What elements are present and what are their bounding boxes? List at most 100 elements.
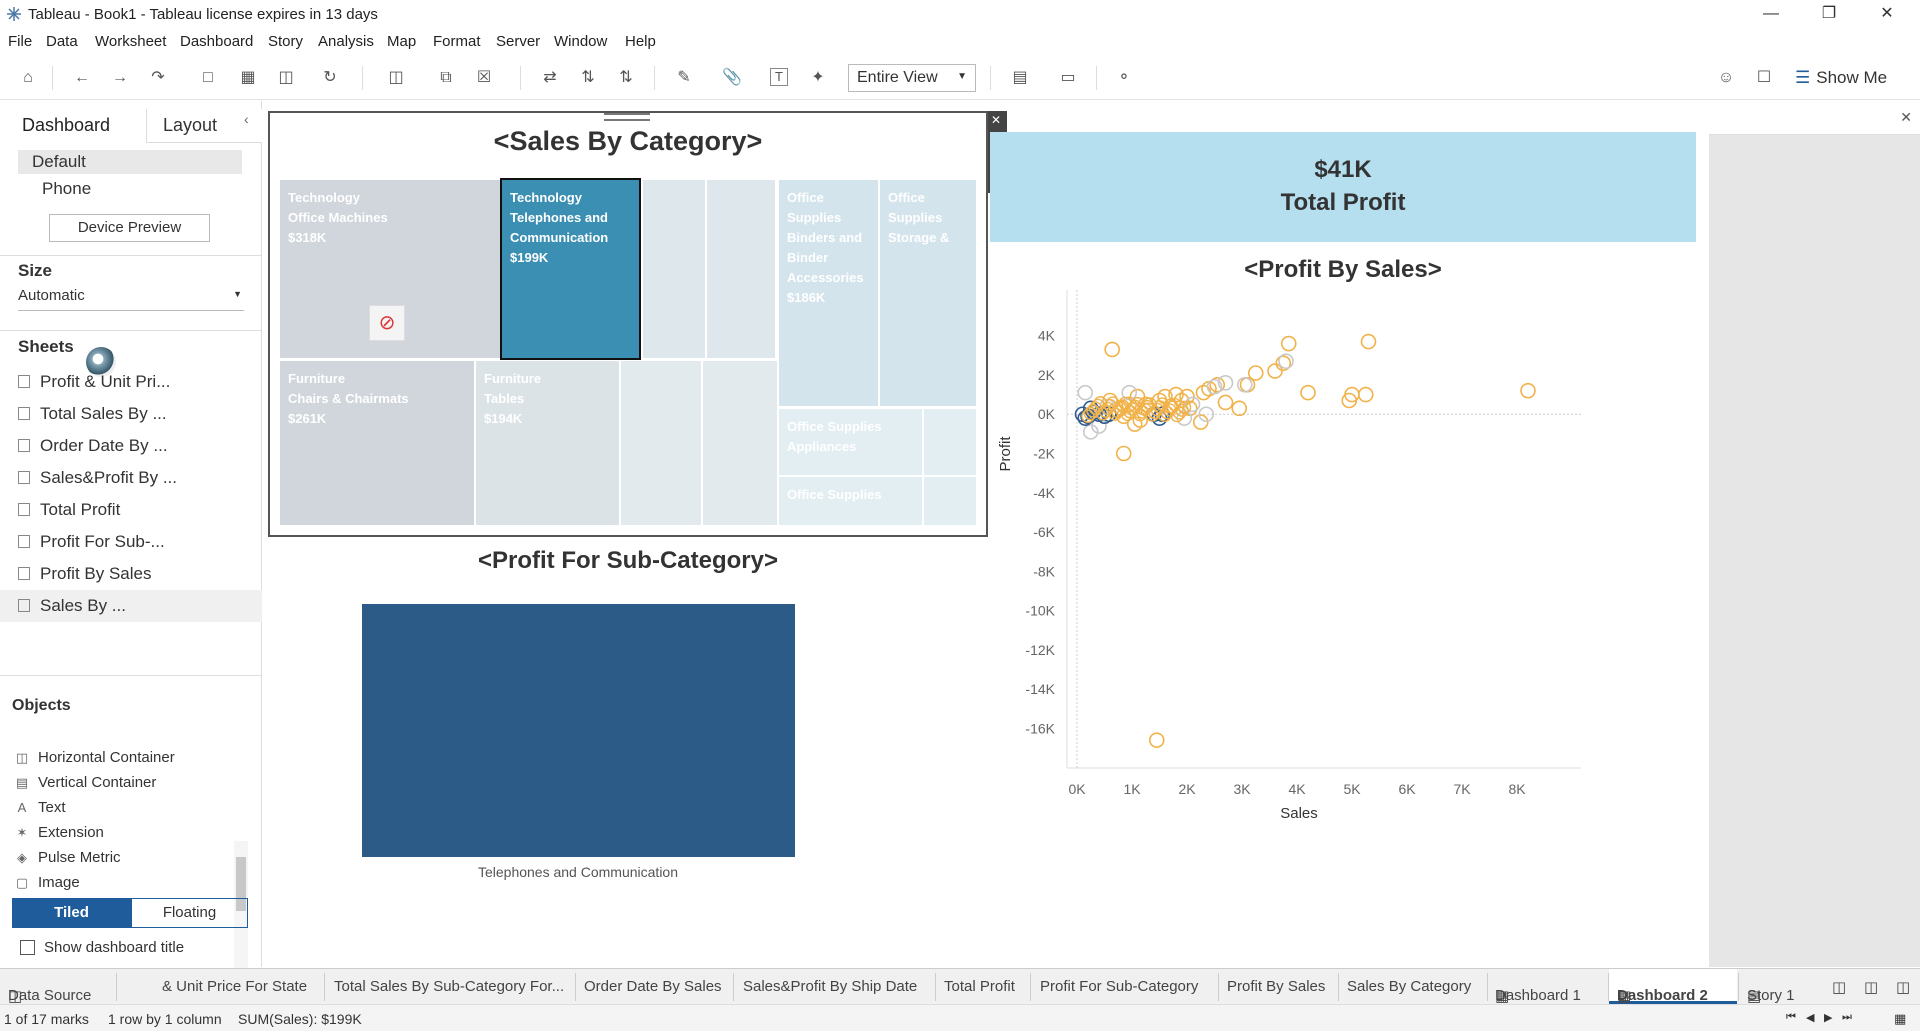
show-labels-icon[interactable]: T <box>770 68 788 86</box>
scatter-point[interactable] <box>1148 732 1165 748</box>
scatter-point[interactable] <box>1231 400 1248 417</box>
remove-icon[interactable]: ✕ <box>991 113 1002 127</box>
cards-icon[interactable]: ▤ <box>1012 69 1028 86</box>
menu-file[interactable]: File <box>8 33 33 50</box>
device-preview-button[interactable]: Device Preview <box>49 214 210 242</box>
pin-icon[interactable]: ✦ <box>811 69 825 86</box>
agent-icon[interactable]: ☺ <box>1717 69 1735 86</box>
menu-story[interactable]: Story <box>268 33 304 50</box>
scatter-point[interactable] <box>1077 384 1094 401</box>
pause-updates-icon[interactable]: ◫ <box>278 69 294 86</box>
menu-window[interactable]: Window <box>554 33 608 50</box>
objects-scrollbar[interactable] <box>234 841 248 993</box>
close-icon[interactable]: ✕ <box>1880 5 1894 22</box>
tab-dashboard[interactable]: Dashboard <box>0 109 146 143</box>
new-worksheet-icon[interactable]: ◫ <box>388 69 404 86</box>
scatter-point[interactable] <box>1341 392 1358 409</box>
sort-ascending-icon[interactable]: ⇅ <box>581 69 595 86</box>
sheet-item[interactable]: Profit & Unit Pri... <box>18 372 170 392</box>
menu-data[interactable]: Data <box>46 33 78 50</box>
scatter-point[interactable] <box>1184 396 1201 413</box>
scatter-point[interactable] <box>1275 355 1292 371</box>
object-text[interactable]: A Text <box>14 799 66 816</box>
sheet-item[interactable]: Total Profit <box>18 500 120 520</box>
size-select[interactable]: Automatic ▼ <box>18 287 244 311</box>
object-extension[interactable]: ✶ Extension <box>14 824 104 841</box>
collapse-icon[interactable]: ‹ <box>244 111 249 127</box>
sheet-item[interactable]: Total Sales By ... <box>18 404 167 424</box>
treemap-tile[interactable] <box>643 180 705 358</box>
scatter-point[interactable] <box>1217 375 1234 391</box>
presentation-icon[interactable]: ▭ <box>1060 69 1076 86</box>
sheet-item[interactable]: Sales&Profit By ... <box>18 468 177 488</box>
scatter-point[interactable] <box>1082 424 1099 440</box>
scatter-point[interactable] <box>1247 365 1264 381</box>
next-page-icon[interactable]: ▶ <box>1824 1012 1833 1024</box>
scatter-point[interactable] <box>1520 382 1536 399</box>
restore-icon[interactable]: ❐ <box>1821 5 1837 22</box>
show-me-button[interactable]: ☰ Show Me <box>1795 68 1887 88</box>
menu-analysis[interactable]: Analysis <box>318 33 374 50</box>
new-data-source-icon[interactable]: ▦ <box>240 69 256 86</box>
menu-format[interactable]: Format <box>433 33 481 50</box>
close-pane-icon[interactable]: ✕ <box>1900 109 1912 125</box>
treemap-tile[interactable] <box>924 477 976 525</box>
undo-icon[interactable]: ← <box>74 69 90 86</box>
scatter-point[interactable] <box>1198 406 1215 423</box>
scatter-point[interactable] <box>1104 341 1120 358</box>
sheet-item[interactable]: Order Date By ... <box>18 436 168 456</box>
tab-sheet[interactable]: Order Date By Sales <box>584 978 722 995</box>
scatter-point[interactable] <box>1217 394 1234 411</box>
scatter-point[interactable] <box>1129 388 1146 405</box>
clear-sheet-icon[interactable]: ☒ <box>476 69 492 86</box>
grid-view-icon[interactable]: ▦ <box>1894 1011 1907 1026</box>
scatter-point[interactable] <box>1209 376 1226 393</box>
home-icon[interactable]: ⌂ <box>23 69 33 86</box>
object-vertical-container[interactable]: ▤ Vertical Container <box>14 774 157 791</box>
scatter-point[interactable] <box>1175 403 1189 417</box>
tab-sheet[interactable]: Profit By Sales <box>1227 978 1326 995</box>
tab-layout[interactable]: Layout <box>146 109 262 143</box>
menu-map[interactable]: Map <box>387 33 417 50</box>
treemap-tile[interactable]: Office Supplies Binders and Binder Access… <box>779 180 878 406</box>
show-title-checkbox[interactable] <box>20 940 35 955</box>
menu-help[interactable]: Help <box>625 33 656 50</box>
menu-worksheet[interactable]: Worksheet <box>95 33 167 50</box>
scatter-point[interactable] <box>1280 335 1297 352</box>
object-pulse-metric[interactable]: ◈ Pulse Metric <box>14 849 121 866</box>
tab-sheet[interactable]: Sales&Profit By Ship Date <box>743 978 918 995</box>
treemap-tile[interactable]: Furniture Tables $194K <box>476 361 619 525</box>
new-worksheet-tab-icon[interactable]: ◫ <box>1832 979 1847 996</box>
new-dashboard-tab-icon[interactable]: ◫ <box>1864 979 1879 996</box>
object-horizontal-container[interactable]: ◫ Horizontal Container <box>14 749 175 766</box>
duplicate-icon[interactable]: ⧉ <box>440 69 452 86</box>
scatter-point[interactable] <box>1278 353 1294 370</box>
tab-sheet[interactable]: Total Profit <box>944 978 1015 995</box>
treemap-tile[interactable] <box>703 361 777 525</box>
share-icon[interactable]: ⚬ <box>1117 69 1131 86</box>
sort-descending-icon[interactable]: ⇅ <box>619 69 633 86</box>
highlight-icon[interactable]: ✎ <box>677 69 691 86</box>
scatter-point[interactable] <box>1267 363 1283 379</box>
drag-handle-icon[interactable] <box>604 113 650 121</box>
device-default[interactable]: Default <box>18 150 242 174</box>
sheet-item[interactable]: Sales By ... <box>18 596 126 616</box>
treemap-tile[interactable]: Office Supplies Appliances <box>779 409 922 475</box>
save-icon[interactable]: □ <box>203 69 213 86</box>
device-phone[interactable]: Phone <box>42 179 92 198</box>
sheet-item[interactable]: Profit By Sales <box>18 564 152 584</box>
fit-view-select[interactable]: Entire View ▼ <box>848 64 976 92</box>
kpi-card[interactable]: $41K Total Profit <box>990 132 1696 242</box>
treemap-tile[interactable] <box>924 409 976 475</box>
format-painter-icon[interactable]: ☐ <box>1756 69 1772 86</box>
menu-dashboard[interactable]: Dashboard <box>180 33 254 50</box>
treemap-tile[interactable]: Office Supplies Storage & <box>880 180 976 406</box>
redo-icon[interactable]: → <box>112 69 128 86</box>
scatter-point[interactable] <box>1360 333 1377 350</box>
tab-sheet[interactable]: Sales By Category <box>1347 978 1472 995</box>
scatter-point[interactable] <box>1236 376 1253 393</box>
tiled-button[interactable]: Tiled <box>12 898 131 928</box>
scatter-point[interactable] <box>1115 445 1132 462</box>
swap-icon[interactable]: ⇄ <box>543 69 557 86</box>
treemap-tile[interactable] <box>621 361 701 525</box>
